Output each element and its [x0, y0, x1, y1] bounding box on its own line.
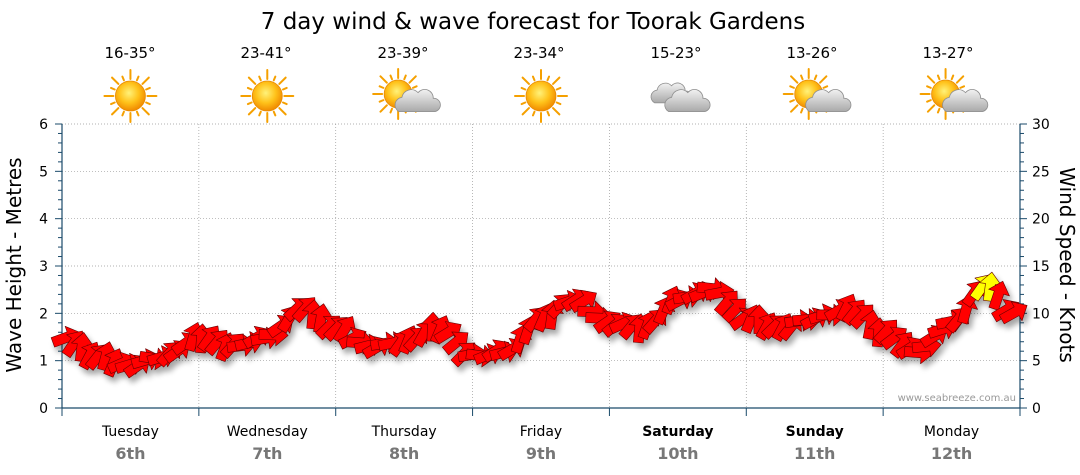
day-name-label: Friday [520, 424, 562, 440]
chart-axes: 0 1 2 3 4 5 6 0 5 10 15 20 25 30 [39, 117, 1050, 417]
temp-label-friday: 23-34° [513, 44, 564, 62]
left-tick-label: 0 [39, 401, 48, 417]
day-date-label: 12th [931, 444, 972, 463]
day-labels: Tuesday 6th Wednesday 7th Thursday 8th Friday 9… [101, 424, 979, 463]
left-tick-label: 3 [39, 259, 48, 275]
weather-icons [103, 68, 989, 123]
day-name-label: Monday [924, 424, 979, 440]
day-name-label: Tuesday [101, 424, 159, 440]
temp-label-thursday: 23-39° [377, 44, 428, 62]
right-tick-label: 25 [1032, 164, 1050, 180]
sun-icon [240, 69, 295, 123]
left-axis-label: Wave Height - Metres [2, 157, 26, 372]
day-date-label: 7th [252, 444, 282, 463]
right-tick-label: 5 [1032, 354, 1041, 370]
temperature-row: 16-35° 23-41° 23-39° 23-34° 15-23° 13-26… [104, 44, 973, 62]
wind-arrows [50, 271, 1028, 379]
left-tick-label: 6 [39, 117, 48, 133]
left-tick-label: 4 [39, 212, 48, 228]
left-tick-label: 1 [39, 354, 48, 370]
sun-icon [514, 69, 568, 123]
temp-label-sunday: 13-26° [786, 44, 837, 62]
day-name-label: Saturday [642, 424, 713, 440]
day-date-label: 11th [794, 444, 835, 463]
wind-arrow [442, 331, 469, 356]
right-tick-label: 15 [1032, 259, 1050, 275]
wind-arrow [988, 280, 1010, 311]
right-axis-label: Wind Speed - Knots [1055, 167, 1079, 363]
left-tick-label: 5 [39, 164, 48, 180]
day-name-label: Wednesday [227, 424, 308, 440]
day-date-label: 9th [526, 444, 556, 463]
day-date-label: 6th [115, 444, 145, 463]
temp-label-wednesday: 23-41° [240, 44, 291, 62]
day-date-label: 10th [657, 444, 698, 463]
partly-cloudy-icon [372, 68, 441, 120]
partly-cloudy-icon [919, 68, 989, 120]
right-tick-label: 0 [1032, 401, 1041, 417]
right-tick-label: 10 [1032, 306, 1050, 322]
wind-arrow [569, 289, 597, 314]
wind-arrow [999, 301, 1028, 325]
left-tick-label: 2 [39, 306, 48, 322]
day-name-label: Thursday [371, 424, 437, 440]
day-date-label: 8th [389, 444, 419, 463]
chart-grid [62, 123, 1020, 408]
partly-cloudy-icon [782, 68, 852, 120]
sun-icon [103, 69, 158, 123]
cloud-icon [650, 82, 711, 112]
right-tick-label: 20 [1032, 212, 1050, 228]
right-tick-label: 30 [1032, 117, 1050, 133]
temp-label-saturday: 15-23° [650, 44, 701, 62]
temp-label-tuesday: 16-35° [104, 44, 155, 62]
temp-label-monday: 13-27° [922, 44, 973, 62]
chart-title: 7 day wind & wave forecast for Toorak Ga… [261, 9, 805, 35]
day-name-label: Sunday [786, 424, 844, 440]
credit-text: www.seabreeze.com.au [898, 393, 1016, 404]
